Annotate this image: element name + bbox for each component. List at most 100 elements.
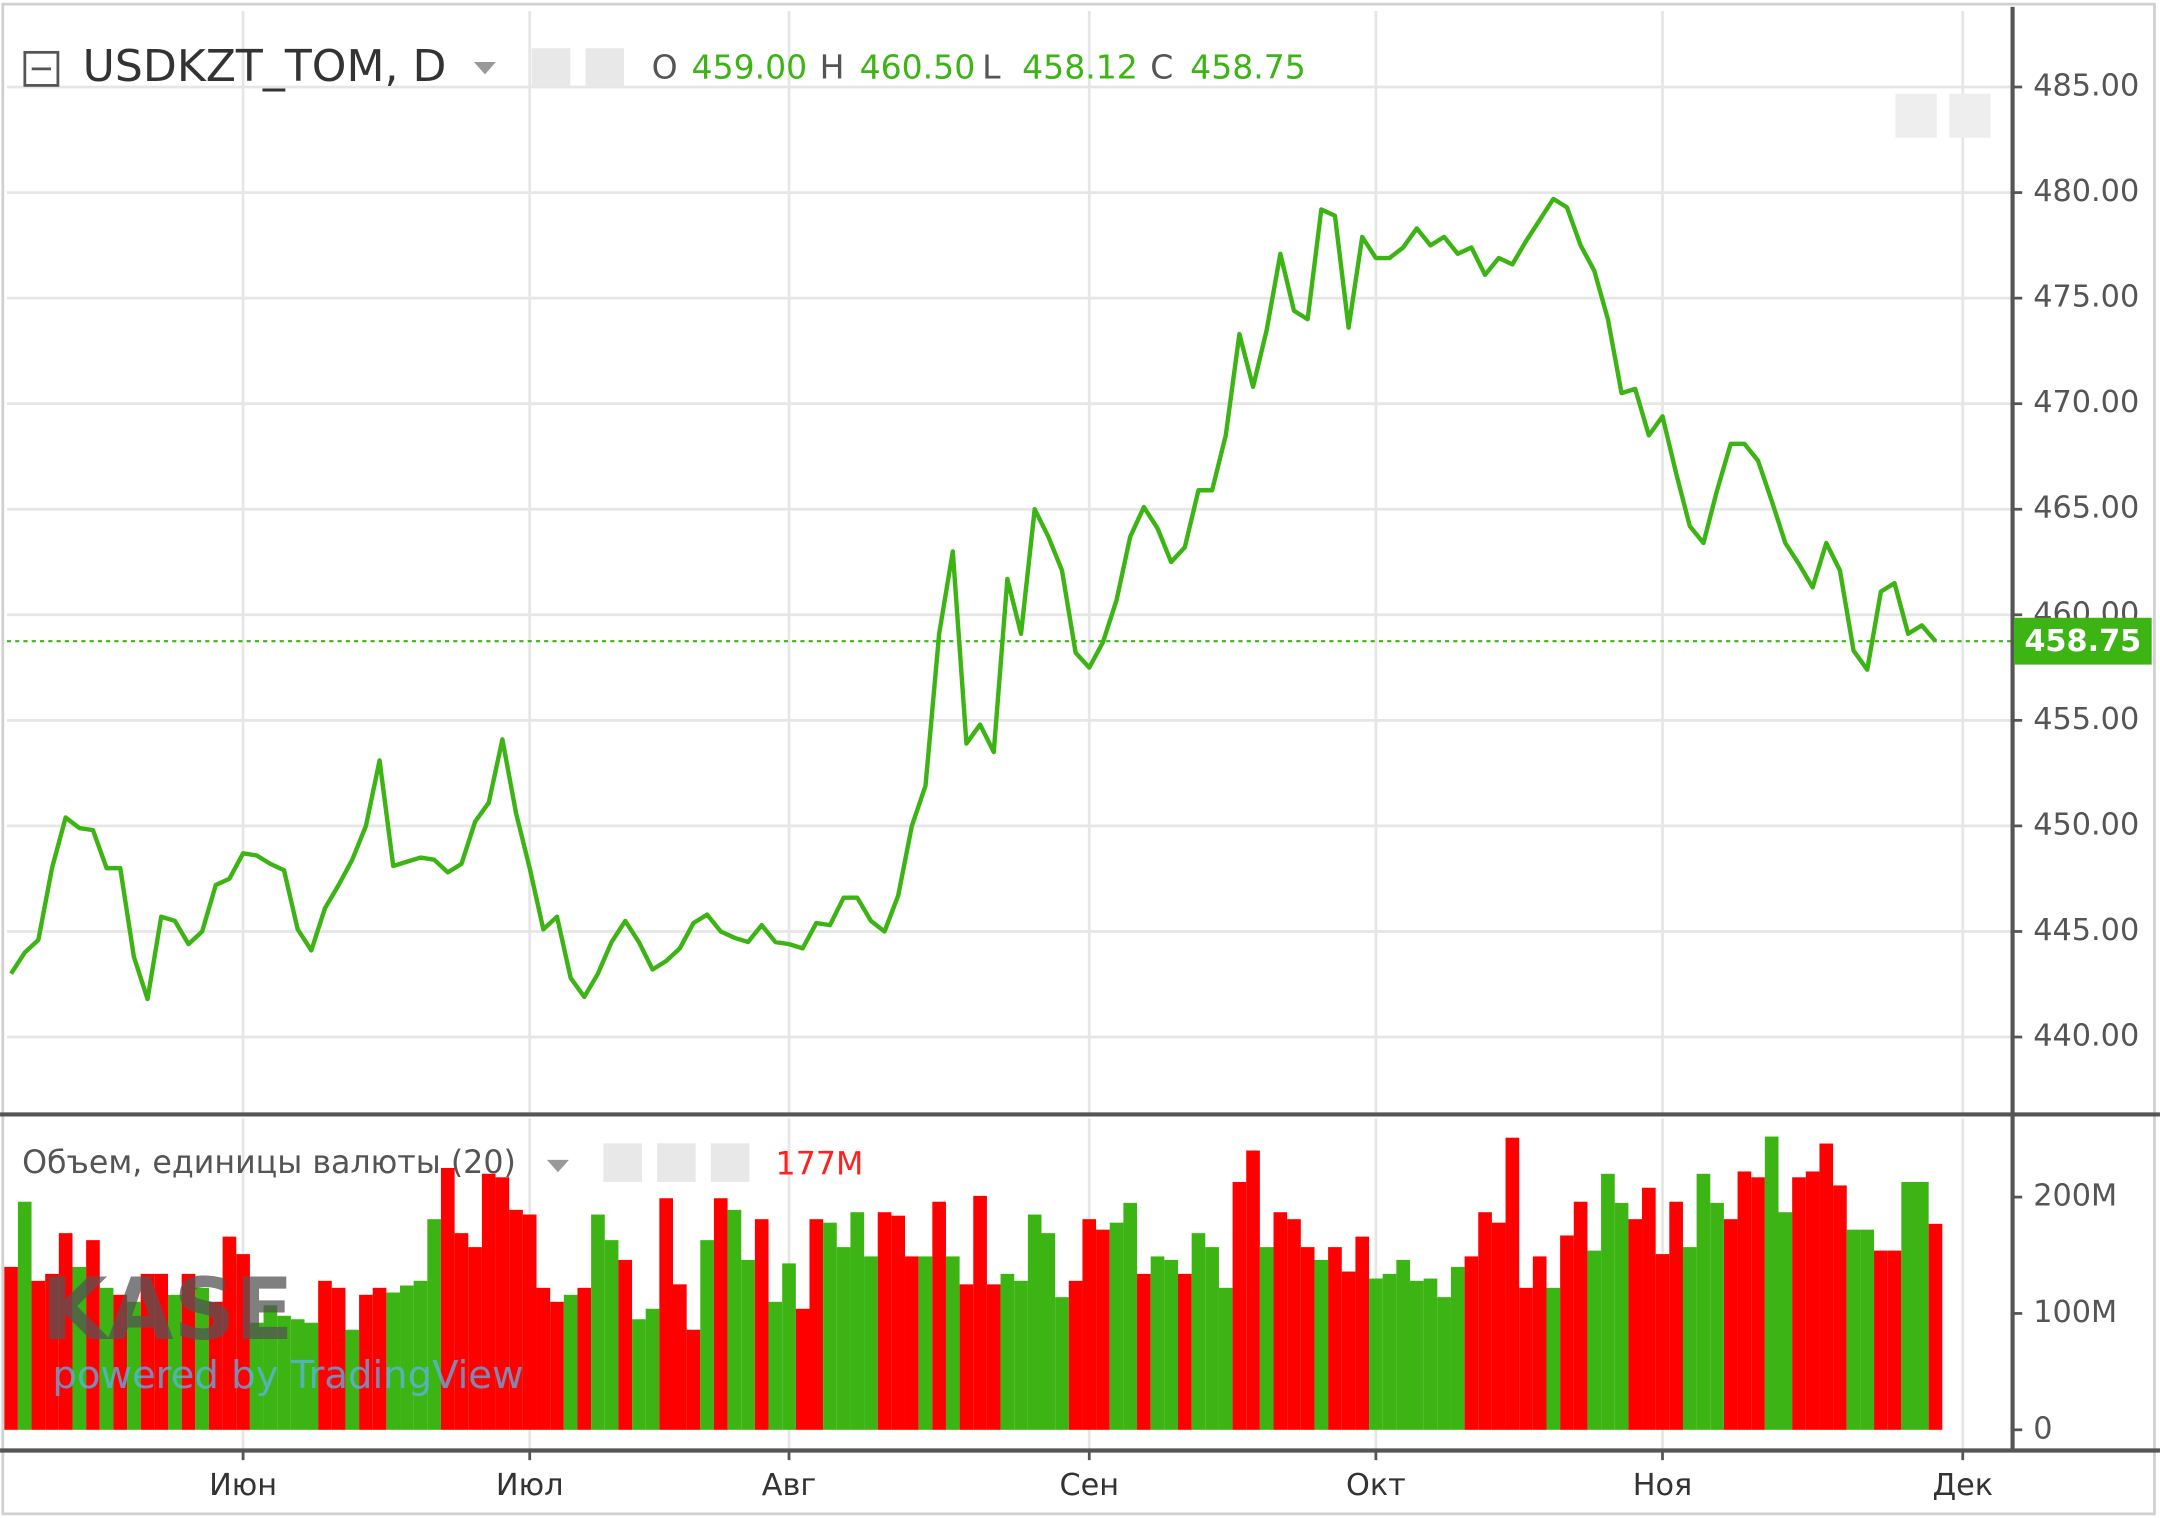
volume-bar [1273,1212,1288,1430]
volume-bar [1287,1219,1301,1430]
volume-bar [905,1256,919,1430]
symbol-title: USDKZT_TOM, D [83,41,447,92]
volume-last-value: 177M [776,1146,864,1182]
volume-bar [1068,1280,1083,1430]
volume-bar [1341,1271,1356,1430]
volume-bar [823,1222,837,1430]
volume-bar [891,1215,906,1430]
dropdown-icon[interactable] [473,61,496,75]
volume-bar [181,1273,196,1430]
volume-bar [359,1294,373,1430]
volume-bar [304,1322,319,1430]
settings-icon[interactable] [585,48,625,87]
volume-bar [1478,1212,1492,1430]
volume-bar [1546,1287,1561,1430]
volume-bar [154,1273,169,1430]
volume-bar [1232,1181,1247,1430]
volume-bar [1723,1219,1738,1430]
volume-bar [1205,1247,1219,1430]
volume-bar [249,1322,264,1430]
y-tick-label: 100M [2033,1295,2117,1330]
y-tick-label: 200M [2033,1179,2117,1214]
volume-bar [17,1201,32,1430]
volume-bar [1792,1177,1806,1430]
volume-bar [850,1212,865,1430]
volume-bar [659,1198,674,1430]
volume-bar [208,1301,223,1430]
volume-bar [1778,1212,1793,1430]
x-tick-label: Июл [496,1468,564,1503]
eye-icon[interactable] [603,1143,642,1182]
volume-bar [782,1263,796,1430]
volume-bar [1314,1259,1329,1430]
volume-bar [1819,1143,1834,1430]
volume-bar [454,1233,469,1430]
scroll-icon[interactable] [1949,93,1991,138]
volume-bar [932,1201,946,1430]
volume-bar [1560,1235,1574,1430]
volume-bar [45,1273,59,1430]
dropdown-icon[interactable] [546,1159,569,1173]
watermark: KASE powered by TradingView [41,1261,523,1398]
collapse-icon[interactable] [23,50,60,87]
volume-bar [400,1285,414,1430]
volume-bar [864,1256,878,1430]
volume-bar [591,1214,605,1430]
x-tick-label: Окт [1346,1468,1406,1503]
volume-bar [577,1287,592,1430]
volume-bar [1150,1256,1165,1430]
watermark-text: powered by TradingView [52,1353,523,1398]
volume-bar [1177,1273,1192,1430]
volume-bar [1655,1254,1670,1430]
volume-bar [618,1259,633,1430]
volume-bar [686,1329,701,1430]
volume-bar [4,1266,18,1430]
volume-bar [1218,1287,1233,1430]
ohlc: O 459.00 H 460.50 L 458.12 C 458.75 [652,47,1306,86]
volume-bar [1764,1136,1779,1430]
volume-bar [113,1294,128,1430]
volume-legend: Объем, единицы валюты (20) 177M [22,1143,863,1182]
volume-bar [290,1319,305,1430]
volume-bar [1696,1173,1711,1430]
volume-bar [1382,1273,1397,1430]
volume-bar [1614,1202,1629,1430]
scroll-icon[interactable] [1895,93,1937,138]
volume-bar [236,1254,250,1430]
y-tick-label: 480.00 [2033,174,2139,209]
volume-bar [86,1240,100,1430]
y-tick-label: 440.00 [2033,1019,2139,1054]
y-tick-label: 0 [2033,1411,2052,1446]
x-tick-label: Сен [1059,1468,1119,1503]
volume-bar [645,1308,660,1430]
volume-bar [1000,1273,1015,1430]
volume-bar [1587,1250,1602,1430]
volume-bar [1109,1222,1124,1430]
volume-bar [713,1198,728,1430]
volume-bar [1682,1247,1697,1430]
volume-bar [1137,1273,1151,1430]
y-tick-label: 465.00 [2033,491,2139,526]
volume-bar [1833,1185,1847,1430]
volume-bar [1669,1201,1683,1430]
volume-bar [1259,1247,1274,1430]
volume-bar [741,1259,755,1430]
volume-bar [768,1301,783,1430]
last-price-badge [2013,617,2152,665]
close-icon[interactable] [710,1143,750,1182]
volume-bar [1901,1181,1915,1430]
volume-bar [99,1287,114,1430]
volume-bar [536,1287,551,1430]
ohlc-name: H [820,47,845,86]
volume-bar [72,1266,87,1430]
marks [4,196,2012,1430]
volume-title: Объем, единицы валюты (20) [22,1145,516,1181]
volume-bar [1519,1287,1533,1430]
eye-icon[interactable] [531,48,571,87]
volume-bar [1805,1171,1820,1430]
ohlc-value: 459.00 [692,47,808,86]
volume-bar [1505,1137,1520,1430]
settings-icon[interactable] [657,1143,696,1182]
watermark-logo: KASE [41,1261,293,1360]
